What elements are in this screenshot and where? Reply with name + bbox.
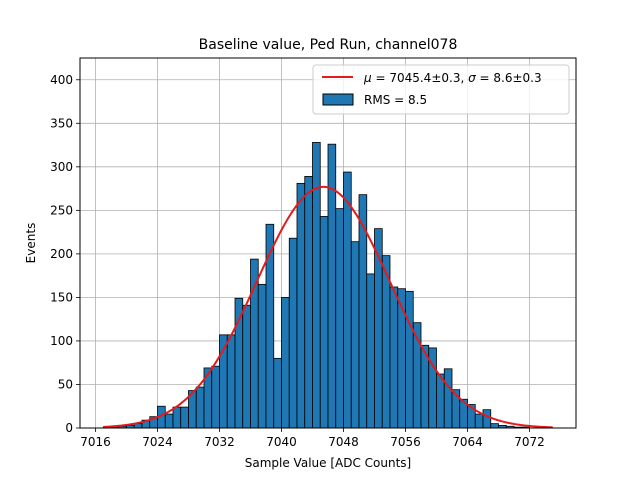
histogram-bar	[273, 357, 282, 429]
histogram-bar	[482, 409, 492, 429]
histogram-bar	[474, 413, 484, 429]
histogram-bar	[312, 142, 321, 429]
x-axis-ticks: 7016 7024 7032 7040 7048 7056 7064 7072	[80, 428, 545, 449]
axes-frame	[79, 57, 577, 429]
y-tick-label: 150	[50, 290, 73, 304]
legend-box	[312, 64, 570, 115]
histogram-bar	[335, 208, 344, 429]
histogram-bar	[195, 386, 205, 429]
x-tick-label: 7064	[452, 435, 483, 449]
histogram-bar	[257, 283, 267, 429]
legend-mu-value: = 7045.4±0.3,	[372, 71, 468, 85]
x-tick-label: 7016	[80, 435, 111, 449]
histogram-bar	[242, 304, 251, 429]
histogram-bar	[211, 365, 220, 429]
x-tick-label: 7056	[390, 435, 421, 449]
y-tick-label: 0	[65, 421, 73, 435]
legend-hist-swatch	[322, 93, 354, 106]
y-tick-label: 50	[58, 377, 73, 391]
y-tick-label: 250	[50, 203, 73, 217]
histogram-bar	[164, 413, 174, 429]
y-tick-label: 100	[50, 334, 73, 348]
histogram-bar	[319, 216, 329, 429]
histogram-bar	[226, 334, 236, 429]
histogram-bar	[172, 406, 182, 429]
legend-hist-label: RMS = 8.5	[364, 93, 427, 107]
y-tick-label: 400	[50, 73, 73, 87]
histogram-bar	[366, 273, 375, 429]
y-tick-label: 200	[50, 247, 73, 261]
legend: μ = 7045.4±0.3, σ = 8.6±0.3 RMS = 8.5	[312, 64, 570, 115]
legend-fit-label: μ = 7045.4±0.3, σ = 8.6±0.3	[363, 71, 542, 85]
histogram-bars	[102, 142, 530, 429]
histogram-bar	[436, 373, 445, 429]
histogram-bar	[389, 286, 399, 429]
y-axis-label: Events	[24, 223, 38, 264]
x-tick-label: 7032	[204, 435, 235, 449]
legend-sigma-value: = 8.6±0.3	[476, 71, 542, 85]
histogram-bar	[490, 423, 499, 429]
histogram-bar	[281, 297, 290, 429]
histogram-bar	[304, 175, 313, 429]
histogram-bar	[397, 288, 406, 429]
histogram-bar	[443, 368, 453, 429]
legend-sigma-symbol: σ	[468, 71, 476, 85]
x-tick-label: 7072	[514, 435, 545, 449]
histogram-bar	[405, 290, 414, 429]
y-tick-label: 350	[50, 116, 73, 130]
y-tick-label: 300	[50, 160, 73, 174]
x-tick-label: 7040	[266, 435, 297, 449]
chart-title: Baseline value, Ped Run, channel078	[199, 37, 458, 53]
histogram-bar	[343, 171, 352, 429]
histogram-bar	[296, 182, 306, 429]
legend-mu-symbol: μ	[363, 71, 372, 85]
histogram-bar	[288, 237, 298, 429]
gaussian-fit-curve	[103, 185, 553, 429]
x-tick-label: 7048	[328, 435, 359, 449]
y-axis-ticks: 0 50 100 150 200 250 300 350 400	[50, 73, 80, 435]
histogram-bar	[180, 406, 189, 429]
x-tick-label: 7024	[142, 435, 173, 449]
histogram-bar	[350, 241, 360, 429]
x-axis-label: Sample Value [ADC Counts]	[245, 456, 411, 470]
